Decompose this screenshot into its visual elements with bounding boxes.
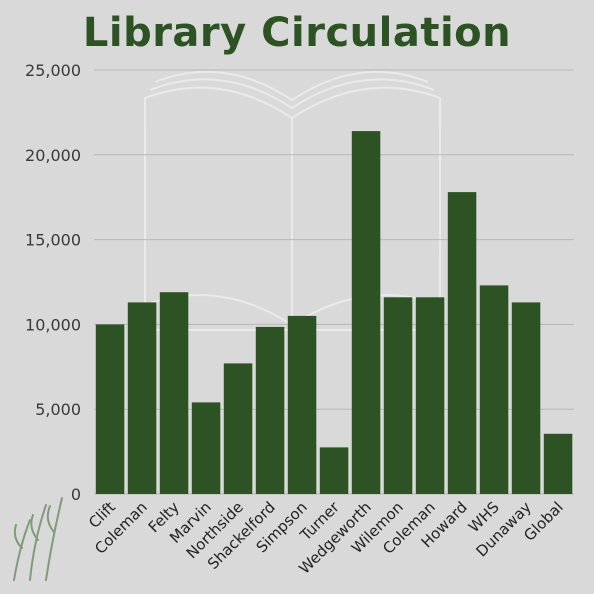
y-tick-label: 25,000	[25, 61, 81, 80]
bar	[255, 326, 285, 494]
bar	[95, 324, 125, 494]
bar	[543, 433, 573, 494]
bar	[415, 297, 445, 494]
bar	[479, 285, 509, 494]
chart-title: Library Circulation	[82, 10, 512, 56]
bar	[351, 131, 381, 494]
bar	[127, 302, 157, 494]
bar	[383, 297, 413, 494]
book-watermark-icon	[144, 70, 441, 331]
x-axis: CliftColemanFeltyMarvinNorthsideShackelf…	[85, 498, 567, 578]
bar	[447, 192, 477, 494]
bar	[159, 292, 189, 494]
y-tick-label: 15,000	[25, 231, 81, 250]
bar	[511, 302, 541, 494]
y-axis: 0 5,000 10,000 15,000 20,000 25,000	[25, 61, 81, 504]
wheat-logo-icon	[13, 497, 63, 581]
y-tick-label: 10,000	[25, 315, 81, 334]
y-tick-label: 0	[71, 485, 81, 504]
bar	[287, 315, 317, 494]
bars	[95, 131, 573, 494]
bar	[223, 363, 253, 494]
y-tick-label: 20,000	[25, 146, 81, 165]
bar	[191, 402, 221, 494]
bar	[319, 447, 349, 494]
y-tick-label: 5,000	[35, 400, 81, 419]
